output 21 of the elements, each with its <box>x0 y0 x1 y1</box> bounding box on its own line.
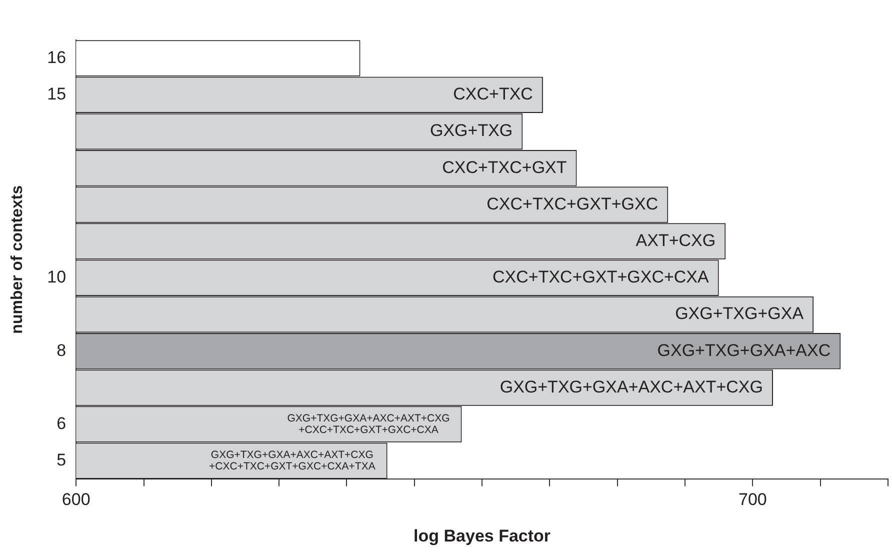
x-axis-title: log Bayes Factor <box>414 526 551 546</box>
data-label: GXG+TXG+GXA+AXC+AXT+CXG +CXC+TXC+GXT+GXC+CXA+TXA <box>209 449 376 473</box>
data-label: GXG+TXG+GXA+AXC+AXT+CXG +CXC+TXC+GXT+GXC+CXA <box>287 412 450 436</box>
data-label: GXG+TXG <box>430 121 513 140</box>
data-label: GXG+TXG+GXA <box>675 304 804 324</box>
x-tick-label: 600 <box>62 490 90 510</box>
y-tick-label: 8 <box>56 340 66 360</box>
y-tick-label: 15 <box>47 84 66 104</box>
y-axis-title: number of contexts <box>9 185 26 334</box>
y-tick-label: 6 <box>56 414 66 433</box>
data-label: GXG+TXG+GXA+AXC+AXT+CXG <box>500 377 763 396</box>
data-label: GXG+TXG+GXA+AXC <box>657 340 831 360</box>
data-label: CXC+TXC+GXT+GXC+CXA <box>492 268 710 287</box>
y-tick-label: 10 <box>47 268 66 287</box>
y-tick-label: 16 <box>47 48 66 67</box>
data-label: CXC+TXC <box>453 84 533 104</box>
data-label: AXT+CXG <box>636 230 716 250</box>
y-tick-label: 5 <box>56 450 66 470</box>
data-label: CXC+TXC+GXT+GXC <box>486 194 658 214</box>
data-label: CXC+TXC+GXT <box>442 158 567 177</box>
x-tick-label: 700 <box>738 490 767 510</box>
